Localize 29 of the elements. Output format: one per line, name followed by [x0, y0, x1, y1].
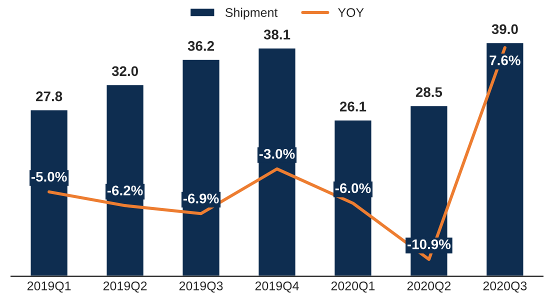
data-label: -6.9%: [183, 194, 219, 204]
bar: [29, 108, 69, 276]
bar: [333, 119, 373, 276]
data-label: 32.0: [112, 66, 138, 76]
data-label: 26.1: [340, 102, 366, 112]
x-tick-label: 2020Q1: [331, 281, 375, 293]
data-label: 36.2: [188, 41, 214, 51]
legend-label: Shipment: [225, 8, 278, 20]
data-label: 28.5: [416, 87, 442, 98]
data-label: 39.0: [492, 24, 518, 34]
data-label: -3.0%: [259, 148, 295, 159]
bar: [257, 47, 297, 276]
legend-label: YOY: [338, 8, 364, 17]
x-tick-label: 2019Q2: [103, 281, 147, 293]
bar: [105, 84, 145, 276]
data-label: 7.6%: [490, 55, 520, 66]
data-label: -6.2%: [107, 186, 143, 196]
data-label: 38.1: [264, 30, 290, 40]
data-label: 27.8: [36, 91, 62, 102]
x-tick-label: 2020Q2: [407, 281, 451, 293]
data-label: -10.9%: [407, 239, 451, 250]
bar: [485, 42, 525, 276]
x-tick-label: 2019Q1: [27, 281, 71, 293]
x-tick-label: 2019Q4: [255, 281, 299, 293]
x-tick-label: 2020Q3: [483, 281, 527, 293]
bar: [181, 58, 221, 276]
x-tick-label: 2019Q3: [179, 281, 223, 293]
data-label: -5.0%: [31, 172, 67, 182]
data-label: -6.0%: [335, 183, 371, 194]
